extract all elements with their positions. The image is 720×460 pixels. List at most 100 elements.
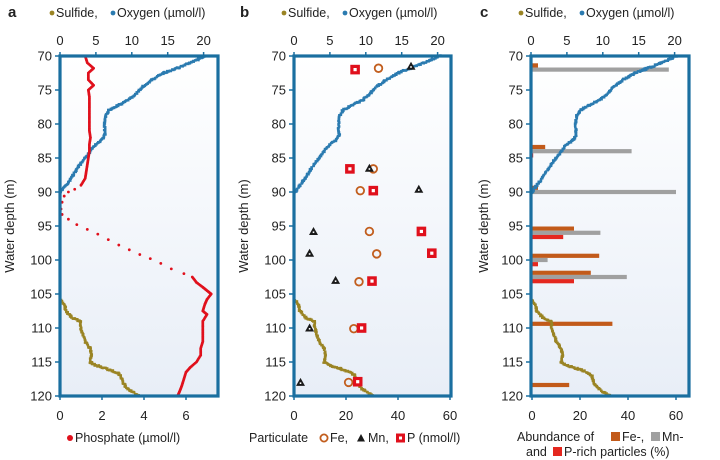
- sulfide-trace-point: [100, 366, 103, 369]
- plot-area: [294, 56, 451, 396]
- oxygen-trace-point: [83, 157, 86, 161]
- sulfide-trace-point: [86, 343, 90, 347]
- sulfide-trace-point: [316, 338, 320, 342]
- mn-rich-bar: [532, 149, 632, 154]
- sulfide-trace-point: [583, 369, 586, 373]
- sulfide-legend-marker: [49, 10, 55, 16]
- bottom-tick-label: 20: [339, 408, 353, 423]
- y-tick-label: 120: [264, 389, 286, 404]
- top-legend-c: Sulfide, Oxygen (µmol/l): [518, 6, 674, 20]
- oxygen-trace-point: [600, 98, 603, 101]
- mn-point-inner: [418, 189, 420, 191]
- oxygen-trace-point: [648, 66, 651, 69]
- mn-point: [305, 248, 315, 257]
- oxygen-trace-point: [612, 85, 615, 88]
- oxygen-trace-point: [643, 69, 646, 72]
- oxygen-trace-point: [165, 71, 168, 74]
- top-tick-label: 5: [326, 33, 333, 48]
- y-tick-label: 100: [264, 253, 286, 268]
- oxygen-trace-point: [126, 98, 130, 102]
- p-rich-bar: [532, 262, 538, 267]
- sulfide-trace-point: [563, 363, 567, 367]
- oxygen-trace-point: [322, 149, 325, 153]
- sulfide-trace-point: [89, 361, 92, 365]
- oxygen-trace-point: [369, 90, 372, 93]
- sulfide-trace-point: [322, 346, 325, 350]
- oxygen-trace-point: [65, 183, 68, 187]
- oxygen-trace-point: [103, 120, 107, 123]
- sulfide-trace-point: [132, 391, 136, 394]
- oxygen-legend-label: Oxygen (µmol/l): [117, 6, 205, 20]
- y-tick-label: 85: [509, 151, 523, 166]
- sulfide-legend-label: Sulfide,: [525, 6, 567, 20]
- fe-rich-bar: [532, 382, 570, 388]
- oxygen-trace-point: [591, 102, 595, 106]
- bottom-tick-label: 0: [290, 408, 297, 423]
- oxygen-trace-point: [390, 75, 393, 79]
- sulfide-trace-point: [605, 392, 608, 395]
- oxygen-trace-point: [388, 77, 391, 80]
- oxygen-trace-point: [558, 153, 562, 156]
- sulfide-trace-point: [298, 306, 301, 309]
- oxygen-trace-point: [79, 162, 82, 166]
- top-tick-label: 0: [56, 33, 63, 48]
- fe-rich-bar: [532, 253, 600, 258]
- oxygen-trace-point: [334, 138, 338, 141]
- mn-point: [414, 184, 424, 193]
- sulfide-trace-point: [90, 362, 94, 366]
- sulfide-trace-point: [550, 321, 553, 324]
- phosphate-point: [182, 272, 186, 275]
- sulfide-legend-marker: [281, 10, 287, 16]
- phosphate-legend-marker: [67, 435, 73, 441]
- oxygen-trace-point: [537, 182, 540, 185]
- sulfide-trace-point: [60, 300, 63, 303]
- sulfide-trace-point: [531, 300, 535, 303]
- phosphate-point: [159, 262, 163, 265]
- oxygen-trace-point: [171, 68, 174, 71]
- oxygen-trace-point: [76, 164, 80, 168]
- oxygen-trace-point: [371, 88, 375, 91]
- sulfide-trace-point: [362, 389, 365, 392]
- phosphate-axis-label: Phosphate (µmol/l): [75, 431, 180, 445]
- p-rich-legend-swatch: [553, 447, 562, 456]
- sulfide-trace-point: [313, 320, 317, 323]
- sulfide-trace-point: [83, 341, 87, 344]
- phosphate-point: [75, 223, 79, 227]
- oxygen-trace-point: [563, 146, 566, 149]
- mn-point-inner: [368, 168, 371, 170]
- oxygen-trace-point: [593, 100, 596, 104]
- oxygen-trace-point: [300, 181, 303, 185]
- oxygen-trace-point: [601, 96, 604, 99]
- mn-rich-legend-label: Mn-: [662, 430, 684, 444]
- fe-point: [355, 185, 365, 196]
- oxygen-trace-point: [370, 91, 373, 95]
- y-tick-label: 115: [265, 355, 286, 370]
- oxygen-trace: [58, 54, 207, 195]
- oxygen-trace-point: [119, 102, 122, 106]
- oxygen-trace-point: [80, 161, 84, 164]
- oxygen-trace-point: [145, 83, 148, 86]
- oxygen-trace-point: [385, 79, 388, 82]
- oxygen-trace-point: [135, 92, 139, 95]
- sulfide-trace-point: [329, 364, 332, 367]
- y-tick-label: 115: [502, 355, 523, 370]
- sulfide-trace-point: [300, 311, 303, 315]
- oxygen-trace-point: [361, 99, 365, 102]
- sulfide-trace-point: [554, 338, 557, 341]
- y-tick-label: 80: [38, 117, 52, 132]
- sulfide-trace-point: [306, 318, 310, 321]
- bottom-legend-b: Particulate Fe, Mn, P (nmol/l): [249, 431, 460, 445]
- sulfide-trace-point: [318, 340, 321, 343]
- sulfide-trace-point: [573, 367, 577, 370]
- oxygen-trace-point: [94, 144, 97, 148]
- oxygen-trace-point: [112, 106, 116, 110]
- sulfide-trace-point: [295, 300, 298, 304]
- oxygen-trace-point: [401, 69, 405, 72]
- fe-series: [343, 63, 384, 388]
- oxygen-trace-point: [427, 60, 430, 63]
- oxygen-trace-point: [420, 61, 423, 65]
- sulfide-trace-point: [301, 313, 304, 317]
- oxygen-trace-point: [617, 81, 621, 84]
